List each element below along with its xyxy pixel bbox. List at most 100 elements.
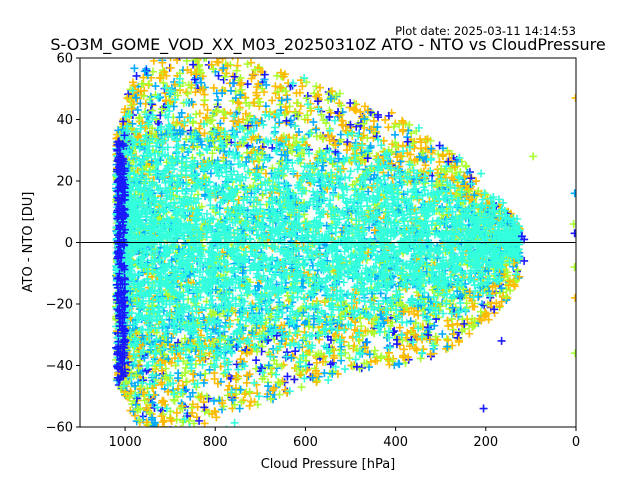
data-point [202,58,211,62]
data-point [363,154,372,163]
data-point [219,108,228,117]
data-point [363,337,372,346]
data-point [190,75,199,84]
data-point [245,387,254,396]
data-point [206,116,215,125]
data-point [271,82,280,91]
data-point [391,138,400,147]
data-point [214,58,223,67]
data-point [281,385,290,394]
data-point [189,60,198,69]
data-point [312,92,321,101]
data-point [243,80,252,89]
data-point [327,87,336,96]
data-point [218,399,227,408]
data-point [341,324,350,333]
data-point [352,362,361,371]
data-point [406,317,415,326]
data-point [294,127,303,136]
data-point [437,164,446,173]
data-point [266,395,275,404]
data-point [373,123,382,132]
data-point [435,141,444,150]
data-point [200,58,209,62]
data-point [166,58,175,62]
data-point [160,416,169,425]
data-point [201,369,210,378]
data-point [383,316,392,325]
data-point [313,97,322,106]
data-point [318,357,327,366]
data-point [468,296,477,305]
data-point [171,361,180,370]
data-point [303,111,312,120]
data-point [424,331,433,340]
data-point [269,384,278,393]
data-point [416,354,425,363]
data-point [418,148,427,157]
data-point [243,60,252,69]
data-point [313,376,322,385]
data-point [201,113,210,122]
data-point [203,105,212,114]
data-point [233,58,242,62]
data-point [183,65,192,74]
data-point [132,93,141,102]
data-point [346,99,355,108]
data-point [228,396,237,405]
data-point [293,99,302,108]
data-point [167,358,176,367]
data-point [234,98,243,107]
data-point [504,276,513,285]
data-point [182,385,191,394]
data-point [410,344,419,353]
data-point [229,79,238,88]
data-point [189,419,198,427]
data-point [157,412,166,421]
data-point [426,350,435,359]
data-point [470,317,479,326]
data-point [287,120,296,129]
data-point [450,163,459,172]
data-point [193,402,202,411]
data-point [240,390,249,399]
data-point [159,397,168,406]
data-point [411,319,420,328]
data-point [227,138,236,147]
data-point [200,403,209,412]
data-point [140,67,149,76]
data-point [178,389,187,398]
data-point [283,372,292,381]
data-point [363,106,372,115]
data-point [442,173,451,182]
data-point [460,319,469,328]
data-point [121,105,130,114]
data-point [260,372,269,381]
data-point [302,94,311,103]
data-point [395,120,404,129]
data-point [410,156,419,165]
data-point [457,327,466,336]
data-point [133,369,142,378]
data-point [315,83,324,92]
data-point [472,177,481,186]
data-point [367,125,376,134]
data-point [438,329,447,338]
data-point [124,90,133,99]
data-point [491,282,500,291]
data-point [277,133,286,142]
data-point [195,124,204,133]
data-point [257,117,266,126]
data-point [145,408,154,417]
data-point [272,331,281,340]
data-point [448,303,457,312]
data-point [180,424,182,427]
data-point [159,78,168,87]
data-point [361,343,370,352]
data-point [317,350,326,359]
data-point [465,329,474,338]
data-point [291,108,300,117]
data-point [214,71,223,80]
data-point [218,65,227,74]
